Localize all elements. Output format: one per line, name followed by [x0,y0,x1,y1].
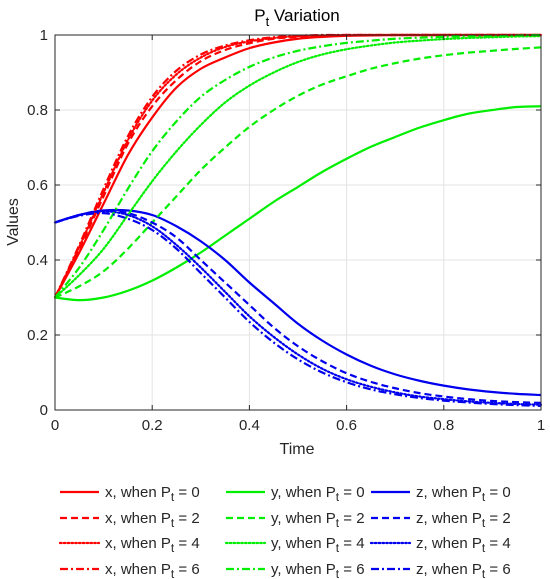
legend-label: z, when Pt = 4 [416,535,511,555]
x-tick-label: 0.8 [433,417,454,434]
series-line-y-pt-0 [54,105,542,302]
y-tick-label: 1 [40,27,48,44]
x-tick-label: 0.6 [336,417,357,434]
series-line-y-pt-4 [53,35,543,299]
series-line-z-pt-0 [54,208,542,397]
ticks: 0 0.2 0.4 0.6 0.8 1 0 0.2 0.4 0.6 0.8 1 [27,27,545,434]
series-line-z-pt-2 [54,209,542,404]
legend: x, when Pt = 0 y, when Pt = 0 z, when Pt =… [58,484,511,579]
legend-label: x, when Pt = 6 [105,561,200,579]
y-axis-title: Values [5,198,22,246]
x-tick-label: 0.2 [142,417,163,434]
y-tick-label: 0.6 [27,177,48,194]
x-tick-label: 0.4 [239,417,260,434]
series-line-y-pt-6 [54,33,542,299]
legend-label: z, when Pt = 2 [416,510,511,530]
x-tick-label: 0 [51,417,59,434]
plot-frame [54,34,542,411]
legend-label: x, when Pt = 2 [105,510,200,530]
legend-label: y, when Pt = 6 [271,561,365,579]
y-tick-label: 0.4 [27,252,48,269]
series-line-z-pt-4 [53,210,543,406]
series-line-z-pt-6 [54,211,542,407]
series-line-y-pt-2 [54,46,542,299]
legend-label: y, when Pt = 2 [271,510,365,530]
legend-label: y, when Pt = 4 [271,535,365,555]
y-tick-label: 0.8 [27,102,48,119]
legend-label: z, when Pt = 6 [416,561,511,579]
chart-title: Pt Variation [254,6,340,29]
legend-label: z, when Pt = 0 [416,484,511,504]
legend-label: x, when Pt = 4 [105,535,200,555]
y-tick-label: 0.2 [27,327,48,344]
legend-label: y, when Pt = 0 [271,484,365,504]
legend-label: x, when Pt = 0 [105,484,200,504]
y-tick-label: 0 [40,402,48,419]
x-tick-label: 1 [537,417,545,434]
x-axis-title: Time [280,441,315,458]
